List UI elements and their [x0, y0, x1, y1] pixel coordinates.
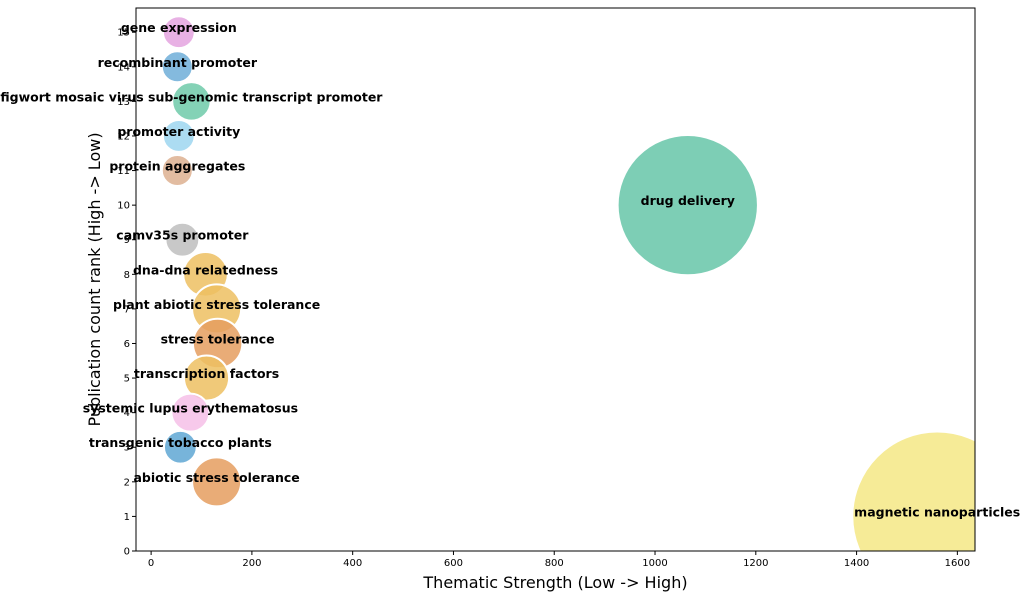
y-tick-label: 4: [124, 408, 130, 419]
data-bubble[interactable]: [191, 456, 243, 508]
y-tick-label: 8: [124, 270, 130, 281]
bubble-label: figwort mosaic virus sub-genomic transcr…: [0, 89, 383, 104]
data-bubble[interactable]: [851, 430, 1022, 598]
bubble-label: promoter activity: [117, 124, 240, 139]
y-tick-label: 9: [124, 235, 130, 246]
y-tick-label: 11: [117, 166, 130, 177]
y-tick-label: 15: [117, 28, 130, 39]
bubble-label: systemic lupus erythematosus: [83, 401, 298, 416]
bubble-label: gene expression: [121, 20, 237, 35]
x-tick-label: 200: [242, 558, 261, 569]
y-tick-label: 13: [117, 97, 130, 108]
bubble-label: magnetic nanoparticles: [854, 504, 1020, 519]
x-tick-label: 1400: [844, 558, 869, 569]
data-bubble[interactable]: [160, 50, 194, 84]
bubble-label: plant abiotic stress tolerance: [113, 297, 320, 312]
data-bubble[interactable]: [161, 119, 196, 153]
y-tick-label: 6: [124, 339, 130, 350]
x-tick-label: 600: [444, 558, 463, 569]
x-tick-label: 0: [148, 558, 154, 569]
data-bubble[interactable]: [161, 15, 196, 50]
x-tick-label: 1200: [743, 558, 768, 569]
data-bubble[interactable]: [170, 392, 211, 433]
y-tick-label: 7: [124, 304, 130, 315]
plot-frame: [135, 7, 976, 552]
y-tick-label: 2: [124, 477, 130, 488]
x-axis-label: Thematic Strength (Low -> High): [422, 573, 687, 592]
x-axis-ticks: 0 200 400 600 800 1000 1200 1400 1600: [148, 551, 970, 569]
data-bubble[interactable]: [171, 81, 212, 122]
x-tick-label: 400: [343, 558, 362, 569]
y-tick-label: 3: [124, 443, 130, 454]
data-bubble[interactable]: [616, 133, 759, 277]
y-tick-label: 12: [117, 131, 130, 142]
bubble-label: camv35s promoter: [116, 228, 249, 243]
x-tick-label: 1600: [945, 558, 970, 569]
data-bubble[interactable]: [182, 354, 231, 402]
bubble-label: drug delivery: [641, 193, 735, 208]
y-tick-label: 1: [124, 512, 130, 523]
bubble-label: abiotic stress tolerance: [133, 470, 299, 485]
y-axis-label: Publication count rank (High -> Low): [85, 132, 104, 426]
bubble-label: transgenic tobacco plants: [89, 435, 272, 450]
bubbles-layer: [160, 15, 1022, 598]
bubble-label: recombinant promoter: [98, 55, 258, 70]
bubble-label: stress tolerance: [161, 331, 275, 346]
x-tick-label: 800: [545, 558, 564, 569]
data-bubble[interactable]: [162, 429, 198, 465]
data-bubble[interactable]: [164, 221, 201, 258]
x-tick-label: 1000: [642, 558, 667, 569]
bubble-label: protein aggregates: [109, 159, 245, 174]
data-bubble[interactable]: [160, 154, 194, 188]
y-tick-label: 0: [124, 547, 130, 558]
bubble-label: transcription factors: [134, 366, 279, 381]
y-tick-label: 14: [117, 62, 130, 73]
y-tick-label: 10: [117, 201, 130, 212]
bubble-labels-layer: gene expression recombinant promoter figwo…: [0, 20, 1020, 519]
y-tick-label: 5: [124, 374, 130, 385]
bubble-label: dna-dna relatedness: [133, 262, 278, 277]
